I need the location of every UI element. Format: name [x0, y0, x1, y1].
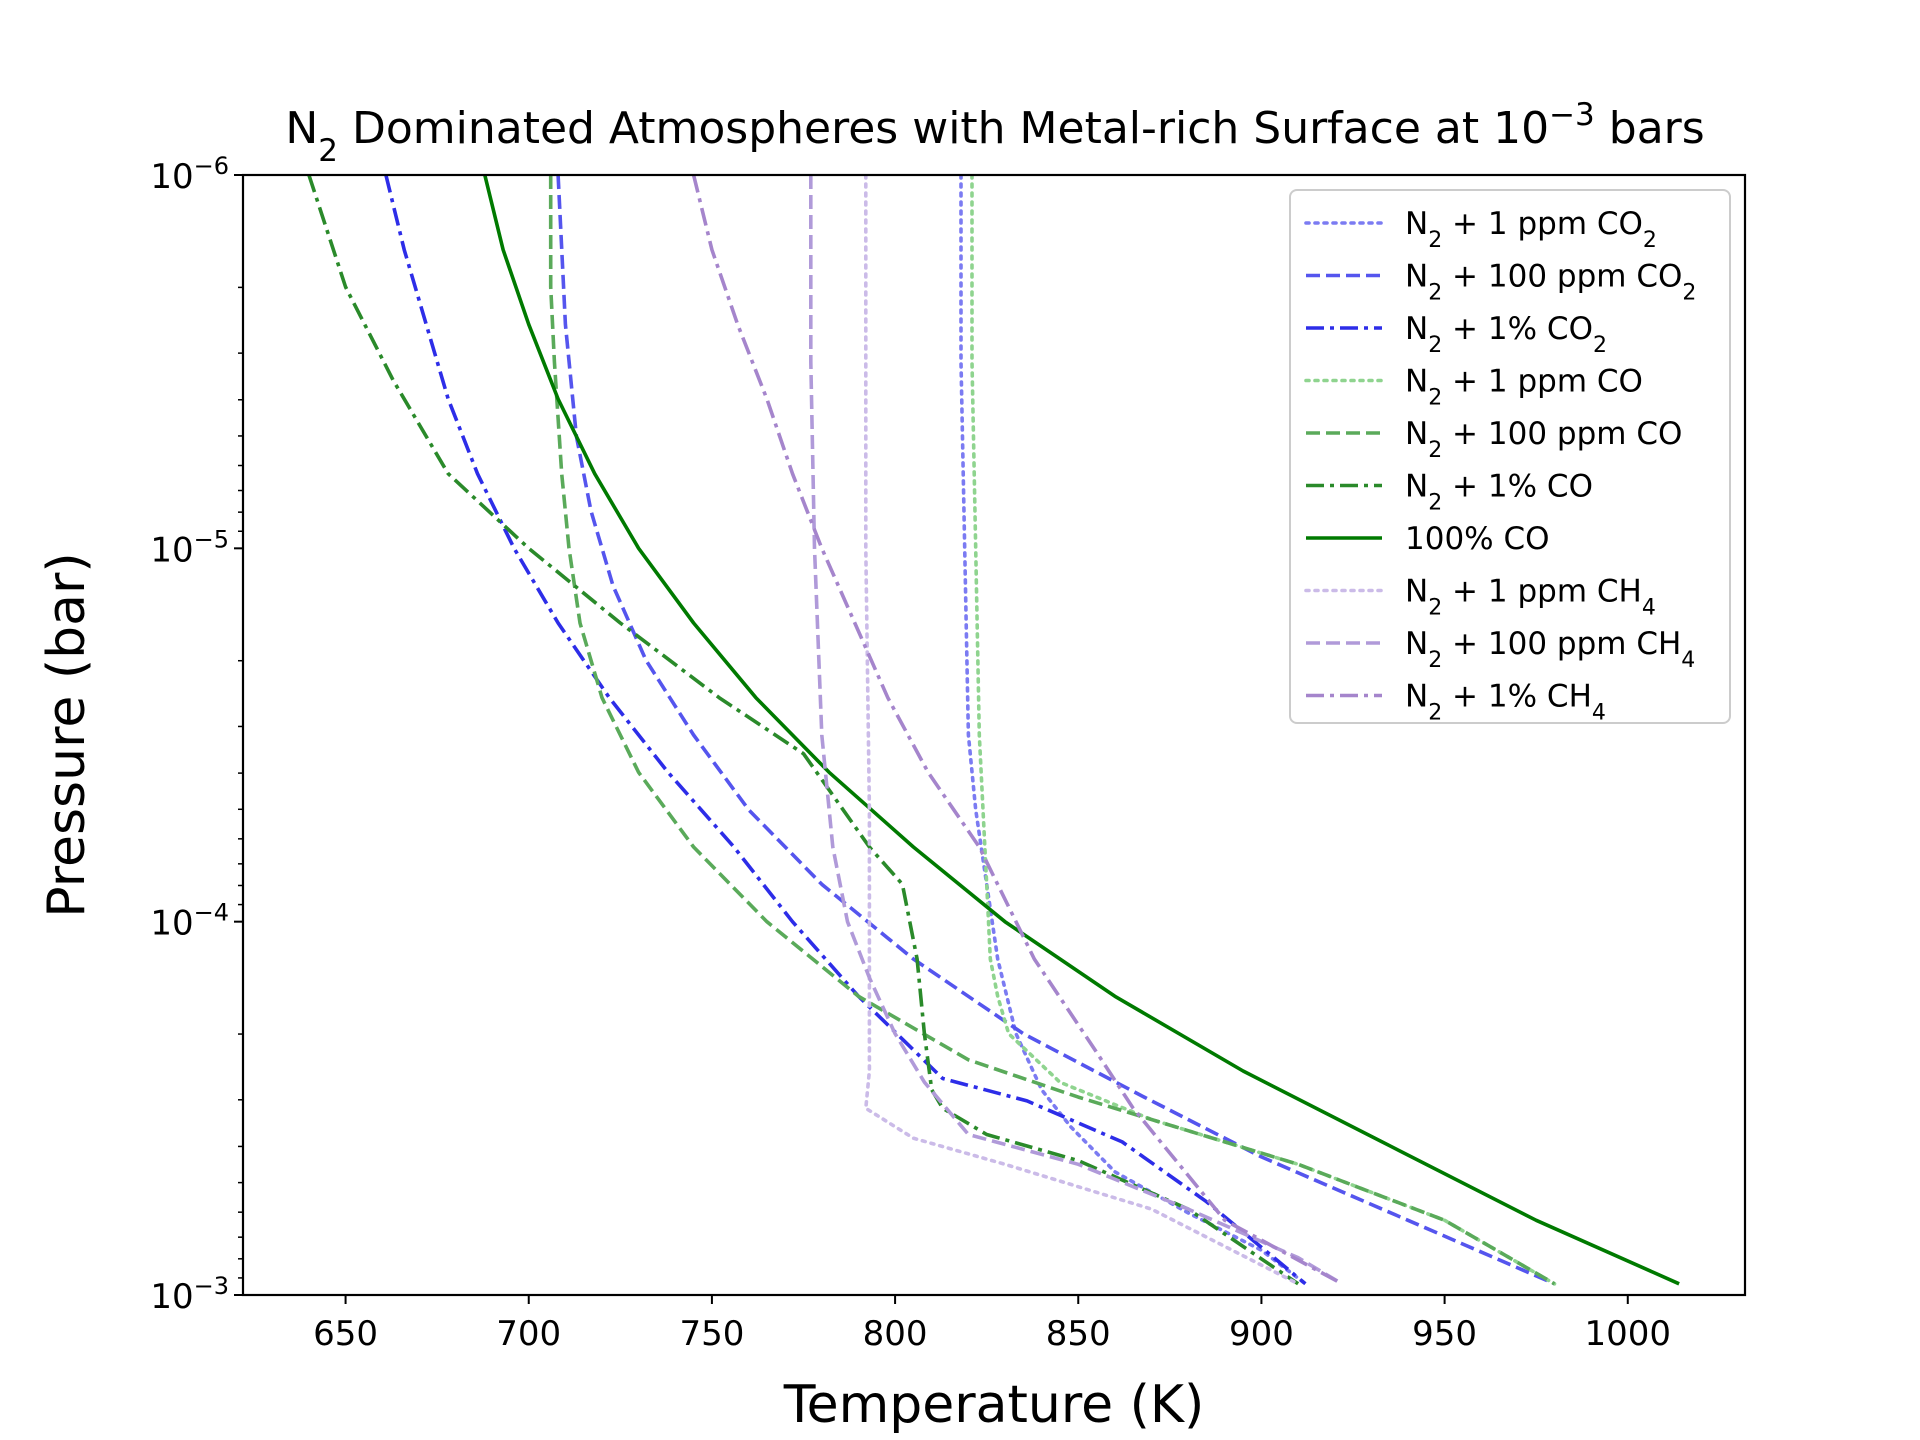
legend-label: N2 + 100 ppm CO: [1405, 416, 1682, 463]
x-tick-label: 850: [1046, 1314, 1111, 1354]
x-tick-label: 900: [1229, 1314, 1294, 1354]
series-line-4: [970, 175, 1557, 1286]
y-tick-label: 10−4: [150, 899, 229, 944]
series-line-5: [548, 175, 1556, 1286]
legend-label: N2 + 100 ppm CO2: [1405, 259, 1696, 306]
chart-title: N2 Dominated Atmospheres with Metal-rich…: [285, 97, 1704, 169]
series-line-8: [864, 175, 1300, 1286]
x-tick-label: 750: [679, 1314, 744, 1354]
series-line-6: [307, 175, 1300, 1286]
legend-label: N2 + 1% CH4: [1405, 679, 1606, 726]
x-tick-label: 800: [863, 1314, 928, 1354]
x-axis-label: Temperature (K): [783, 1375, 1205, 1435]
x-tick-label: 950: [1412, 1314, 1477, 1354]
series-lines: [307, 175, 1680, 1286]
legend-label: N2 + 1% CO2: [1405, 311, 1607, 358]
series-line-10: [691, 175, 1343, 1286]
series-line-1: [959, 175, 1308, 1286]
series-line-2: [556, 175, 1556, 1286]
series-line-7: [483, 175, 1680, 1286]
legend-box: [1289, 189, 1731, 724]
series-line-9: [809, 175, 1343, 1286]
legend-label: 100% CO: [1405, 521, 1550, 557]
legend-label: N2 + 1 ppm CO: [1405, 364, 1643, 411]
legend-label: N2 + 1 ppm CH4: [1405, 574, 1656, 621]
series-line-3: [384, 175, 1307, 1286]
y-tick-label: 10−6: [150, 152, 229, 197]
plot-frame: [241, 173, 1747, 1297]
axis-ticks: 650 700 750 800 850 900 950 1000 10−6 10−5 10−4 10−…: [150, 152, 1671, 1354]
y-axis-label: Pressure (bar): [37, 552, 97, 917]
x-tick-label: 1000: [1585, 1314, 1672, 1354]
x-tick-label: 650: [313, 1314, 378, 1354]
y-tick-label: 10−3: [150, 1272, 229, 1317]
legend: N2 + 1 ppm CO2 N2 + 100 ppm CO2 N2 + 1% CO…: [1289, 189, 1731, 726]
y-tick-label: 10−5: [150, 525, 229, 570]
legend-label: N2 + 1 ppm CO2: [1405, 206, 1657, 253]
x-tick-label: 700: [496, 1314, 561, 1354]
legend-label: N2 + 1% CO: [1405, 469, 1593, 516]
legend-label: N2 + 100 ppm CH4: [1405, 626, 1695, 673]
